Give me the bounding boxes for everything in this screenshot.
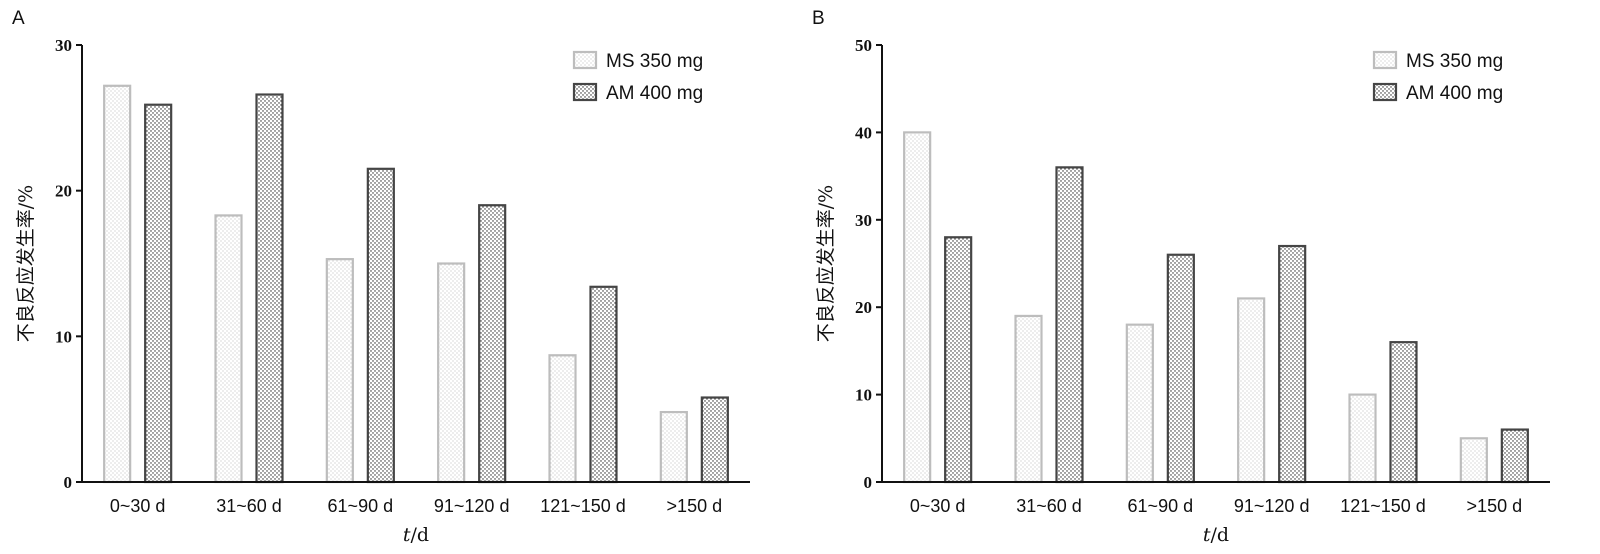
y-axis-title: 不良反应发生率/% (815, 185, 837, 342)
x-tick-label: >150 d (1467, 496, 1523, 516)
legend-swatch-am (1372, 82, 1398, 102)
bar-am (1500, 428, 1529, 484)
bar-ms (1348, 393, 1377, 484)
bar-am (1166, 253, 1195, 484)
y-tick-label: 10 (55, 327, 72, 346)
x-tick-label: 31~60 d (1016, 496, 1082, 516)
bar-am (1055, 166, 1084, 484)
bar-ms (437, 262, 466, 484)
bar-ms (1459, 437, 1488, 484)
x-axis-title: t/d (1203, 524, 1229, 546)
bar-am (255, 93, 284, 484)
panel-letter: B (812, 8, 825, 29)
bar-am (144, 103, 173, 484)
y-tick-label: 20 (855, 298, 872, 317)
x-tick-label: 91~120 d (1234, 496, 1310, 516)
y-tick-label: 30 (55, 36, 72, 55)
y-tick-label: 20 (55, 182, 72, 201)
x-tick-label: 0~30 d (910, 496, 966, 516)
legend-swatch-ms (1372, 50, 1398, 70)
y-tick-label: 50 (855, 36, 872, 55)
x-tick-label: 61~90 d (328, 496, 394, 516)
x-tick-label: 0~30 d (110, 496, 166, 516)
y-tick-label: 10 (855, 386, 872, 405)
y-axis-title: 不良反应发生率/% (15, 185, 37, 342)
bar-ms (903, 131, 932, 484)
legend-label-ms: MS 350 mg (1406, 51, 1503, 72)
bar-ms (103, 84, 132, 484)
x-tick-label: 121~150 d (540, 496, 626, 516)
y-tick-label: 0 (864, 473, 873, 492)
bar-ms (325, 258, 354, 484)
bar-am (700, 396, 729, 484)
chart-b-svg: B 0~30 d 31~60 d 61~90 d 91~120 d 121~150 d >1… (812, 8, 1550, 546)
panel-letter: A (12, 8, 25, 29)
x-tick-label: 91~120 d (434, 496, 510, 516)
bar-am (944, 236, 973, 484)
bar-am (1389, 341, 1418, 484)
legend-label-am: AM 400 mg (1406, 83, 1503, 104)
chart-a-svg: A 0~30 d 31~60 d 61~90 d 91~120 d 121~150 d >1… (12, 8, 750, 546)
x-tick-label: 31~60 d (216, 496, 282, 516)
bar-ms (1125, 323, 1154, 484)
y-tick-label: 0 (64, 473, 73, 492)
bar-am (589, 285, 618, 484)
x-tick-label: 61~90 d (1128, 496, 1194, 516)
bar-am (366, 167, 395, 484)
bar-ms (1237, 297, 1266, 484)
legend-swatch-ms (572, 50, 598, 70)
legend-swatch-am (572, 82, 598, 102)
bar-am (478, 204, 507, 484)
x-tick-label: 121~150 d (1340, 496, 1426, 516)
bar-ms (548, 354, 577, 484)
bar-ms (659, 410, 688, 484)
x-tick-label: >150 d (667, 496, 723, 516)
legend-label-ms: MS 350 mg (606, 51, 703, 72)
bar-ms (1014, 314, 1043, 484)
y-tick-label: 40 (855, 123, 872, 142)
x-axis-title: t/d (403, 524, 429, 546)
chart-panel-a: A 0~30 d 31~60 d 61~90 d 91~120 d 121~150 d >1… (12, 8, 750, 546)
legend-label-am: AM 400 mg (606, 83, 703, 104)
bar-am (1278, 244, 1307, 484)
y-tick-label: 30 (855, 211, 872, 230)
bar-ms (214, 214, 243, 484)
chart-panel-b: B 0~30 d 31~60 d 61~90 d 91~120 d 121~150 d >1… (800, 0, 1600, 554)
